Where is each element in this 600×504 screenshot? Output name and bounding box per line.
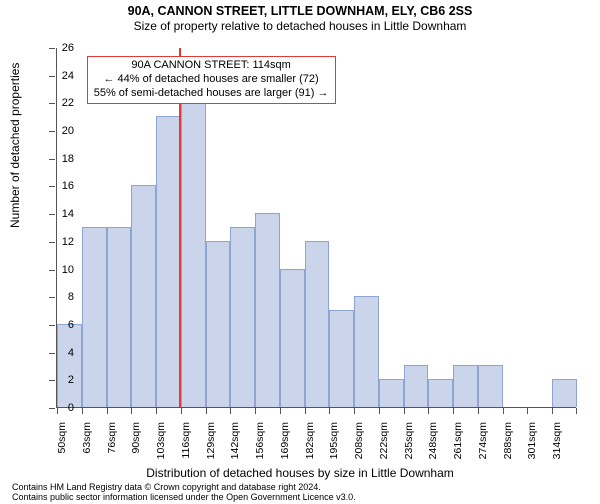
x-tick — [156, 408, 157, 414]
x-tick-label: 156sqm — [254, 422, 266, 470]
x-tick — [552, 408, 553, 414]
x-tick-label: 182sqm — [304, 422, 316, 470]
histogram-bar — [82, 227, 107, 407]
x-tick-label: 208sqm — [353, 422, 365, 470]
x-tick-label: 63sqm — [81, 422, 93, 470]
plot-region: 90A CANNON STREET: 114sqm← 44% of detach… — [56, 48, 576, 408]
y-tick-label: 6 — [50, 319, 74, 331]
y-tick-label: 18 — [50, 153, 74, 165]
x-tick — [404, 408, 405, 414]
page-subtitle: Size of property relative to detached ho… — [0, 19, 600, 33]
page-title: 90A, CANNON STREET, LITTLE DOWNHAM, ELY,… — [0, 4, 600, 18]
y-tick-label: 0 — [50, 402, 74, 414]
info-box-line: ← 44% of detached houses are smaller (72… — [94, 73, 329, 87]
y-tick-label: 14 — [50, 208, 74, 220]
x-tick — [131, 408, 132, 414]
x-tick-label: 195sqm — [328, 422, 340, 470]
x-tick — [230, 408, 231, 414]
y-tick-label: 2 — [50, 374, 74, 386]
histogram-bar — [305, 241, 330, 407]
x-tick-label: 76sqm — [106, 422, 118, 470]
y-tick-label: 10 — [50, 264, 74, 276]
x-tick-label: 248sqm — [427, 422, 439, 470]
x-tick-label: 129sqm — [205, 422, 217, 470]
y-axis-label: Number of detached properties — [8, 63, 22, 228]
y-tick-label: 12 — [50, 236, 74, 248]
y-tick-label: 24 — [50, 70, 74, 82]
x-tick-label: 301sqm — [526, 422, 538, 470]
x-tick — [354, 408, 355, 414]
histogram-bar — [404, 365, 429, 407]
x-tick — [576, 408, 577, 414]
x-tick-label: 50sqm — [56, 422, 68, 470]
histogram-bar — [552, 379, 577, 407]
x-tick — [305, 408, 306, 414]
info-box-line: 90A CANNON STREET: 114sqm — [94, 59, 329, 73]
histogram-chart: 90A CANNON STREET: 114sqm← 44% of detach… — [56, 48, 576, 408]
footer-line-2: Contains public sector information licen… — [12, 493, 356, 502]
x-tick — [107, 408, 108, 414]
x-tick — [280, 408, 281, 414]
x-tick-label: 288sqm — [502, 422, 514, 470]
info-box: 90A CANNON STREET: 114sqm← 44% of detach… — [87, 56, 336, 103]
histogram-bar — [280, 269, 305, 407]
footer-attribution: Contains HM Land Registry data © Crown c… — [12, 483, 356, 502]
x-tick — [478, 408, 479, 414]
x-tick — [379, 408, 380, 414]
x-tick-label: 90sqm — [130, 422, 142, 470]
histogram-bar — [428, 379, 453, 407]
histogram-bar — [57, 324, 82, 407]
x-tick-label: 142sqm — [229, 422, 241, 470]
histogram-bar — [181, 102, 206, 407]
x-tick-label: 274sqm — [477, 422, 489, 470]
histogram-bar — [206, 241, 231, 407]
x-tick — [255, 408, 256, 414]
x-tick-label: 235sqm — [403, 422, 415, 470]
x-tick — [181, 408, 182, 414]
y-tick-label: 8 — [50, 291, 74, 303]
y-tick-label: 26 — [50, 42, 74, 54]
x-tick — [329, 408, 330, 414]
y-tick-label: 16 — [50, 180, 74, 192]
histogram-bar — [478, 365, 503, 407]
x-tick — [453, 408, 454, 414]
y-tick-label: 20 — [50, 125, 74, 137]
x-tick — [82, 408, 83, 414]
histogram-bar — [354, 296, 379, 407]
y-tick-label: 4 — [50, 347, 74, 359]
histogram-bar — [156, 116, 181, 407]
histogram-bar — [107, 227, 132, 407]
histogram-bar — [329, 310, 354, 407]
x-tick-label: 222sqm — [378, 422, 390, 470]
y-tick-label: 22 — [50, 97, 74, 109]
histogram-bar — [255, 213, 280, 407]
x-tick-label: 169sqm — [279, 422, 291, 470]
x-tick-label: 103sqm — [155, 422, 167, 470]
x-tick — [503, 408, 504, 414]
x-tick — [206, 408, 207, 414]
x-tick — [527, 408, 528, 414]
info-box-line: 55% of semi-detached houses are larger (… — [94, 87, 329, 101]
x-tick-label: 116sqm — [180, 422, 192, 470]
histogram-bar — [131, 185, 156, 407]
histogram-bar — [230, 227, 255, 407]
histogram-bar — [379, 379, 404, 407]
x-tick-label: 261sqm — [452, 422, 464, 470]
x-tick — [428, 408, 429, 414]
x-tick-label: 314sqm — [551, 422, 563, 470]
histogram-bar — [453, 365, 478, 407]
